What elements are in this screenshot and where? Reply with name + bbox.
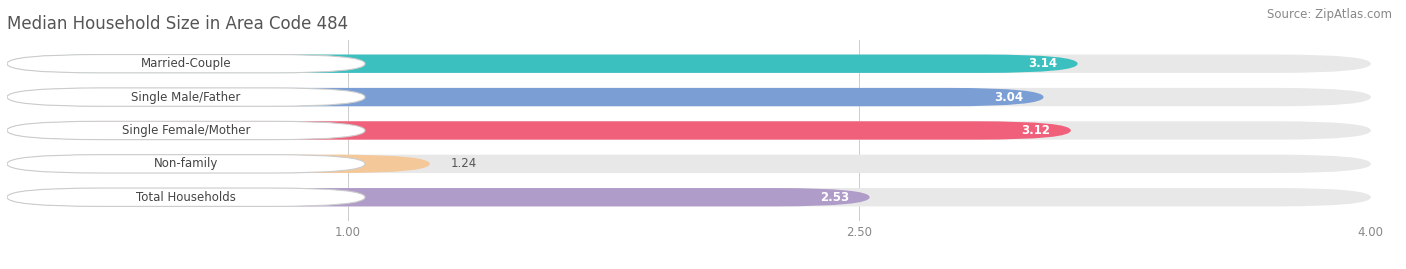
Text: 3.04: 3.04 [994,91,1024,104]
FancyBboxPatch shape [7,155,430,173]
Text: 1.24: 1.24 [450,157,477,170]
FancyBboxPatch shape [7,188,1371,206]
Text: Single Female/Mother: Single Female/Mother [122,124,250,137]
FancyBboxPatch shape [7,88,366,106]
FancyBboxPatch shape [7,88,1043,106]
Text: Total Households: Total Households [136,191,236,204]
FancyBboxPatch shape [7,121,1371,140]
FancyBboxPatch shape [7,188,870,206]
FancyBboxPatch shape [7,55,1077,73]
FancyBboxPatch shape [7,155,1371,173]
Text: Married-Couple: Married-Couple [141,57,232,70]
FancyBboxPatch shape [7,121,366,140]
Text: Non-family: Non-family [153,157,218,170]
Text: Single Male/Father: Single Male/Father [131,91,240,104]
FancyBboxPatch shape [7,188,366,206]
Text: 3.12: 3.12 [1021,124,1050,137]
FancyBboxPatch shape [7,55,366,73]
Text: 3.14: 3.14 [1028,57,1057,70]
Text: 2.53: 2.53 [820,191,849,204]
FancyBboxPatch shape [7,155,366,173]
Text: Median Household Size in Area Code 484: Median Household Size in Area Code 484 [7,15,349,33]
Text: Source: ZipAtlas.com: Source: ZipAtlas.com [1267,8,1392,21]
FancyBboxPatch shape [7,121,1071,140]
FancyBboxPatch shape [7,88,1371,106]
FancyBboxPatch shape [7,55,1371,73]
